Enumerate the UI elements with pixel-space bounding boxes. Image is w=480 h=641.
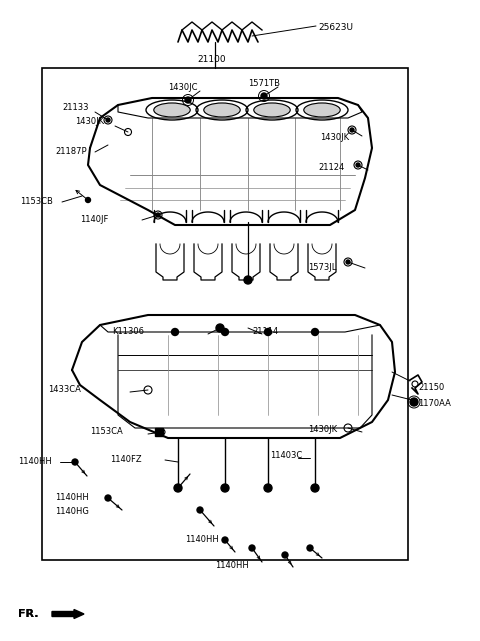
Circle shape (197, 507, 203, 513)
Circle shape (282, 552, 288, 558)
Text: 21124: 21124 (318, 163, 344, 172)
Circle shape (105, 495, 111, 501)
Ellipse shape (204, 103, 240, 117)
Text: 11403C: 11403C (270, 451, 302, 460)
Circle shape (264, 328, 272, 335)
Text: 25623U: 25623U (318, 24, 353, 33)
Text: 1153CA: 1153CA (90, 428, 123, 437)
Bar (42, 68, 408, 560)
Circle shape (261, 93, 267, 99)
Circle shape (222, 537, 228, 543)
Ellipse shape (304, 103, 340, 117)
Circle shape (85, 197, 91, 203)
Circle shape (221, 484, 229, 492)
Text: 1140HH: 1140HH (215, 562, 249, 570)
Text: 1430JK: 1430JK (308, 426, 337, 435)
Circle shape (350, 128, 354, 132)
Text: 1430JC: 1430JC (168, 83, 197, 92)
Ellipse shape (154, 103, 190, 117)
Circle shape (174, 484, 182, 492)
Text: FR.: FR. (18, 609, 38, 619)
Circle shape (171, 328, 179, 335)
Text: 1140FZ: 1140FZ (110, 456, 142, 465)
Text: 1153CB: 1153CB (20, 197, 53, 206)
Circle shape (249, 545, 255, 551)
Text: 1140HG: 1140HG (55, 508, 89, 517)
Circle shape (264, 484, 272, 492)
Circle shape (216, 324, 224, 332)
Text: 1170AA: 1170AA (418, 399, 451, 408)
Text: 1140HH: 1140HH (185, 535, 219, 544)
Circle shape (311, 484, 319, 492)
Circle shape (346, 260, 350, 264)
Circle shape (410, 398, 418, 406)
Circle shape (156, 213, 160, 217)
Text: 21133: 21133 (62, 103, 88, 113)
Text: FR.: FR. (18, 609, 38, 619)
Circle shape (106, 118, 110, 122)
Circle shape (72, 459, 78, 465)
Text: K11306: K11306 (112, 328, 144, 337)
Text: 1433CA: 1433CA (48, 385, 81, 394)
Text: 1573JL: 1573JL (308, 263, 336, 272)
Circle shape (356, 163, 360, 167)
Bar (155, 428, 163, 436)
Text: 1140HH: 1140HH (55, 494, 89, 503)
Text: 1571TB: 1571TB (248, 79, 280, 88)
Text: 1430JK: 1430JK (320, 133, 349, 142)
Circle shape (312, 328, 319, 335)
FancyArrow shape (52, 610, 84, 619)
Circle shape (221, 328, 228, 335)
Text: 1140HH: 1140HH (18, 458, 52, 467)
Circle shape (307, 545, 313, 551)
Text: 21100: 21100 (197, 56, 226, 65)
Text: 21187P: 21187P (55, 147, 86, 156)
Circle shape (175, 485, 181, 491)
Circle shape (244, 276, 252, 284)
Text: 1140JF: 1140JF (80, 215, 108, 224)
Ellipse shape (254, 103, 290, 117)
Text: 1430JK: 1430JK (75, 117, 104, 126)
Text: 21150: 21150 (418, 383, 444, 392)
Text: 21114: 21114 (252, 328, 278, 337)
Circle shape (185, 97, 191, 103)
